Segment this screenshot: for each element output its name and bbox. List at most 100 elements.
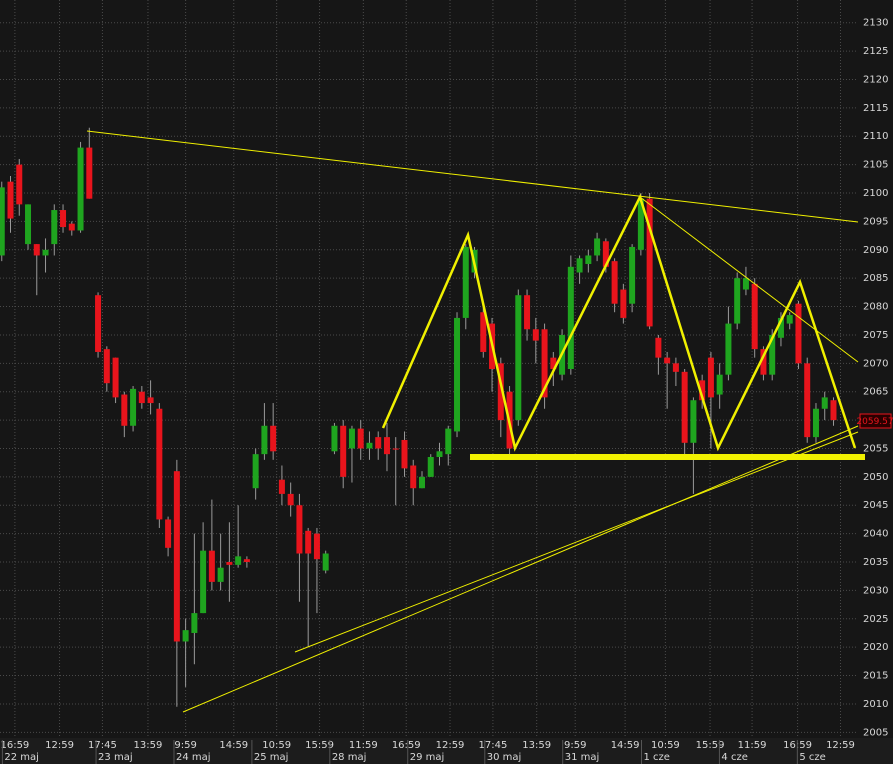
candle-body [112, 357, 119, 398]
candle-body [147, 397, 154, 404]
candle-body [532, 329, 539, 341]
candle-body [383, 437, 390, 455]
y-tick-label: 2025 [863, 614, 888, 625]
trend-line [182, 425, 859, 713]
candle-body [812, 408, 819, 438]
candle-body [804, 363, 811, 438]
date-label: 25 maj [254, 752, 289, 763]
y-tick-label: 2055 [863, 443, 888, 454]
candle-body [611, 261, 618, 304]
candle-body [340, 425, 347, 477]
y-tick-label: 2070 [863, 358, 888, 369]
candle-body [235, 556, 242, 565]
y-tick-label: 2115 [863, 103, 888, 114]
candle-body [156, 408, 163, 520]
y-tick-label: 2035 [863, 557, 888, 568]
candle-body [769, 334, 776, 375]
y-tick-label: 2100 [863, 188, 888, 199]
candle-body [182, 630, 189, 642]
candle-body [208, 550, 215, 582]
candle-body [366, 442, 373, 449]
candle-body [690, 400, 697, 443]
annotations [86, 130, 865, 713]
candle-body [427, 456, 434, 477]
candle-body [576, 258, 583, 273]
x-tick-label: 13:59 [134, 740, 163, 751]
candle-body [734, 278, 741, 324]
candle-body [655, 337, 662, 358]
x-tick-label: 16:59 [392, 740, 421, 751]
candle-body [497, 363, 504, 421]
candle-body [725, 323, 732, 375]
candle-body [777, 317, 784, 338]
candle-body [103, 349, 110, 384]
candle-body [567, 266, 574, 369]
date-label: 29 maj [410, 752, 445, 763]
candle-body [278, 479, 285, 494]
y-tick-label: 2095 [863, 216, 888, 227]
candle-body [418, 476, 425, 489]
candle-body [243, 559, 250, 563]
x-tick-label: 17:45 [478, 740, 507, 751]
y-tick-label: 2130 [863, 18, 888, 29]
candle-body [287, 493, 294, 506]
y-tick-label: 2030 [863, 585, 888, 596]
x-tick-label: 13:59 [522, 740, 551, 751]
grid [0, 0, 858, 738]
candle-body [716, 374, 723, 395]
y-tick-label: 2040 [863, 529, 888, 540]
candle-body [313, 533, 320, 560]
x-tick-label: 10:59 [262, 740, 291, 751]
y-tick-label: 2090 [863, 245, 888, 256]
candle-body [821, 397, 828, 409]
candle-body [401, 439, 408, 469]
candle-body [751, 283, 758, 350]
candle-body [707, 357, 714, 398]
candle-body [86, 147, 93, 199]
date-label: 1 cze [644, 752, 670, 763]
trend-line [294, 431, 859, 653]
candle-body [672, 363, 679, 372]
candle-body [681, 371, 688, 443]
candle-body [436, 451, 443, 457]
candle-body [524, 295, 531, 330]
y-tick-label: 2045 [863, 500, 888, 511]
date-label: 22 maj [4, 752, 39, 763]
candle-body [200, 550, 207, 614]
x-tick-label: 16:59 [0, 740, 29, 751]
candle-body [629, 246, 636, 304]
last-price: 2059.57 [856, 417, 893, 427]
candle-body [226, 562, 233, 565]
candle-body [375, 437, 382, 449]
y-tick-label: 2075 [863, 330, 888, 341]
y-tick-label: 2105 [863, 160, 888, 171]
y-tick-label: 2125 [863, 46, 888, 57]
candle-body [261, 425, 268, 455]
x-tick-label: 11:59 [738, 740, 767, 751]
x-tick-label: 12:59 [436, 740, 465, 751]
candle-body [191, 613, 198, 633]
axes: 2005 2010 2015 2020 2025 2030 2035 2040 2045 2050… [0, 18, 888, 764]
x-tick-label: 14:59 [611, 740, 640, 751]
candle-body [454, 317, 461, 432]
candle-body [173, 471, 180, 642]
candle-body [795, 303, 802, 364]
candle-body [305, 530, 312, 554]
candle-body [357, 428, 364, 449]
candle-body [7, 181, 14, 219]
candle-body [620, 289, 627, 318]
y-tick-label: 2010 [863, 699, 888, 710]
date-label: 30 maj [487, 752, 522, 763]
y-tick-label: 2110 [863, 131, 888, 142]
candle-body [130, 388, 137, 426]
x-tick-label: 9:59 [564, 740, 586, 751]
date-label: 28 maj [332, 752, 367, 763]
candle-body [646, 198, 653, 327]
candle-body [541, 329, 548, 398]
trend-line [639, 196, 859, 363]
candle-body [462, 246, 469, 318]
candle-body [602, 241, 609, 267]
candle-body [296, 505, 303, 554]
candle-body [742, 278, 749, 290]
